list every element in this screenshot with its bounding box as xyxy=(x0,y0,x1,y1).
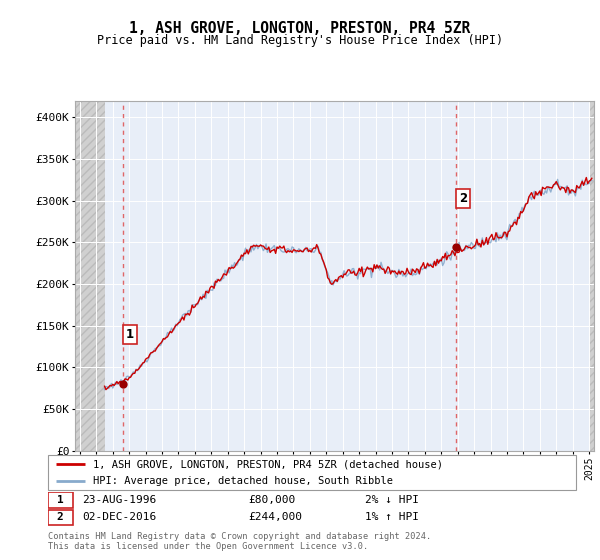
Text: 1, ASH GROVE, LONGTON, PRESTON, PR4 5ZR (detached house): 1, ASH GROVE, LONGTON, PRESTON, PR4 5ZR … xyxy=(93,459,443,469)
Text: HPI: Average price, detached house, South Ribble: HPI: Average price, detached house, Sout… xyxy=(93,476,393,486)
Text: 2% ↓ HPI: 2% ↓ HPI xyxy=(365,495,419,505)
Text: £244,000: £244,000 xyxy=(248,512,302,522)
Text: 1: 1 xyxy=(57,495,64,505)
FancyBboxPatch shape xyxy=(48,510,73,525)
Text: 2: 2 xyxy=(459,192,467,204)
Text: Contains HM Land Registry data © Crown copyright and database right 2024.
This d: Contains HM Land Registry data © Crown c… xyxy=(48,532,431,552)
Text: 2: 2 xyxy=(57,512,64,522)
Text: 1: 1 xyxy=(126,328,134,341)
Text: £80,000: £80,000 xyxy=(248,495,296,505)
Bar xyxy=(589,101,594,451)
Text: 23-AUG-1996: 23-AUG-1996 xyxy=(82,495,157,505)
FancyBboxPatch shape xyxy=(48,455,576,490)
FancyBboxPatch shape xyxy=(48,492,73,508)
Bar xyxy=(75,101,104,451)
Text: Price paid vs. HM Land Registry's House Price Index (HPI): Price paid vs. HM Land Registry's House … xyxy=(97,34,503,46)
Text: 1% ↑ HPI: 1% ↑ HPI xyxy=(365,512,419,522)
Text: 02-DEC-2016: 02-DEC-2016 xyxy=(82,512,157,522)
Text: 1, ASH GROVE, LONGTON, PRESTON, PR4 5ZR: 1, ASH GROVE, LONGTON, PRESTON, PR4 5ZR xyxy=(130,21,470,36)
